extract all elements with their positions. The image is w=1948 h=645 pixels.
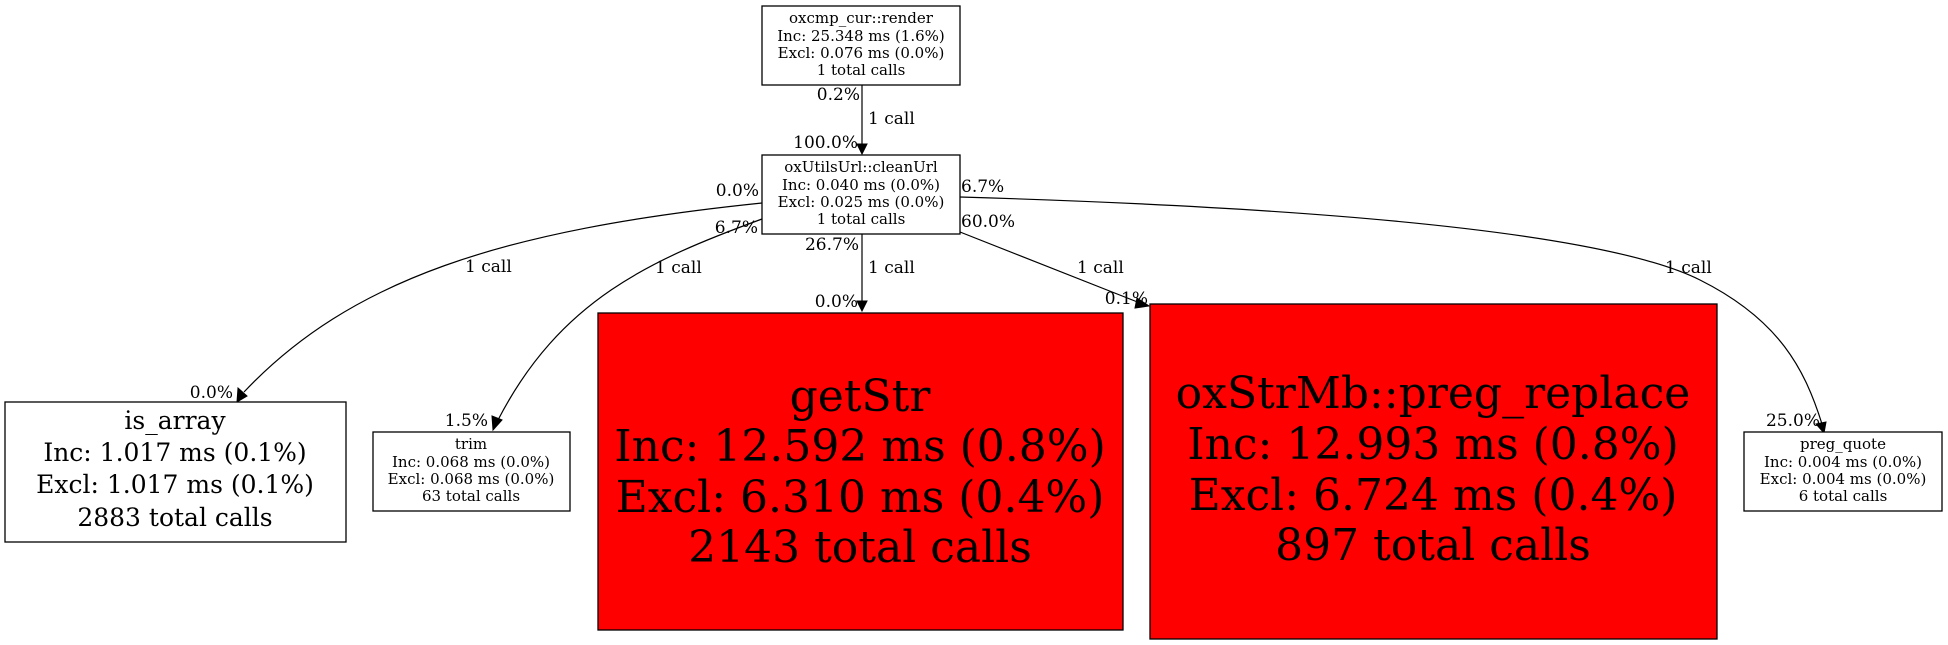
edge-tail-label: 26.7% bbox=[805, 235, 859, 255]
edge-call-label: 1 call bbox=[868, 109, 915, 129]
node-oxstrmb-preg-replace[interactable]: oxStrMb::preg_replace Inc: 12.993 ms (0.… bbox=[1149, 303, 1718, 640]
edge-call-label: 1 call bbox=[465, 257, 512, 277]
node-calls: 63 total calls bbox=[422, 487, 520, 505]
edge-render-cleanurl: 0.2% 1 call 100.0% bbox=[793, 85, 915, 156]
node-title: getStr bbox=[790, 371, 932, 422]
edge-head-label: 1.5% bbox=[445, 411, 488, 431]
node-title: preg_quote bbox=[1800, 435, 1886, 453]
node-calls: 1 total calls bbox=[817, 210, 906, 228]
node-excl: Excl: 6.724 ms (0.4%) bbox=[1189, 470, 1678, 521]
node-getstr[interactable]: getStr Inc: 12.592 ms (0.8%) Excl: 6.310… bbox=[597, 312, 1124, 631]
node-calls: 897 total calls bbox=[1275, 520, 1591, 571]
node-inc: Inc: 1.017 ms (0.1%) bbox=[43, 438, 306, 467]
edge-head-label: 0.0% bbox=[815, 292, 858, 312]
edge-cleanurl-preg-quote: 6.7% 1 call 25.0% bbox=[959, 177, 1827, 435]
edge-call-label: 1 call bbox=[1665, 258, 1712, 278]
edge-tail-label: 60.0% bbox=[961, 212, 1015, 232]
node-calls: 6 total calls bbox=[1799, 487, 1888, 505]
node-inc: Inc: 12.592 ms (0.8%) bbox=[614, 421, 1106, 472]
node-inc: Inc: 12.993 ms (0.8%) bbox=[1187, 419, 1679, 470]
edge-call-label: 1 call bbox=[868, 258, 915, 278]
edge-tail-label: 0.2% bbox=[817, 85, 860, 105]
edge-cleanurl-is-array: 0.0% 1 call 0.0% bbox=[190, 181, 763, 403]
node-title: oxUtilsUrl::cleanUrl bbox=[784, 158, 938, 176]
node-excl: Excl: 0.076 ms (0.0%) bbox=[778, 44, 945, 62]
node-inc: Inc: 25.348 ms (1.6%) bbox=[777, 27, 945, 45]
edge-call-label: 1 call bbox=[1077, 258, 1124, 278]
edge-head-label: 25.0% bbox=[1766, 411, 1820, 431]
node-calls: 2143 total calls bbox=[688, 522, 1032, 573]
node-preg-quote[interactable]: preg_quote Inc: 0.004 ms (0.0%) Excl: 0.… bbox=[1743, 431, 1943, 512]
node-inc: Inc: 0.040 ms (0.0%) bbox=[782, 176, 940, 194]
node-title: oxcmp_cur::render bbox=[789, 9, 934, 27]
node-excl: Excl: 1.017 ms (0.1%) bbox=[36, 470, 314, 499]
node-is-array[interactable]: is_array Inc: 1.017 ms (0.1%) Excl: 1.01… bbox=[4, 401, 347, 543]
node-excl: Excl: 0.068 ms (0.0%) bbox=[388, 470, 555, 488]
node-inc: Inc: 0.068 ms (0.0%) bbox=[392, 453, 550, 471]
node-calls: 1 total calls bbox=[817, 61, 906, 79]
node-oxutilsurl-cleanurl[interactable]: oxUtilsUrl::cleanUrl Inc: 0.040 ms (0.0%… bbox=[761, 154, 961, 235]
node-calls: 2883 total calls bbox=[77, 503, 272, 532]
node-oxcmp-cur-render[interactable]: oxcmp_cur::render Inc: 25.348 ms (1.6%) … bbox=[761, 5, 961, 86]
node-inc: Inc: 0.004 ms (0.0%) bbox=[1764, 453, 1922, 471]
edge-head-label: 0.1% bbox=[1105, 289, 1148, 309]
node-title: is_array bbox=[124, 406, 226, 435]
edge-cleanurl-trim: 6.7% 1 call 1.5% bbox=[445, 218, 763, 432]
edge-head-label: 0.0% bbox=[190, 383, 233, 403]
edge-tail-label: 6.7% bbox=[715, 218, 758, 238]
node-title: oxStrMb::preg_replace bbox=[1176, 368, 1691, 419]
edge-cleanurl-getstr: 26.7% 1 call 0.0% bbox=[805, 229, 915, 313]
node-title: trim bbox=[455, 435, 487, 453]
edge-cleanurl-preg-replace: 60.0% 1 call 0.1% bbox=[959, 212, 1151, 309]
node-excl: Excl: 0.004 ms (0.0%) bbox=[1760, 470, 1927, 488]
edge-tail-label: 6.7% bbox=[961, 177, 1004, 197]
edge-call-label: 1 call bbox=[655, 258, 702, 278]
node-excl: Excl: 0.025 ms (0.0%) bbox=[778, 193, 945, 211]
edge-head-label: 100.0% bbox=[793, 133, 858, 153]
node-trim[interactable]: trim Inc: 0.068 ms (0.0%) Excl: 0.068 ms… bbox=[372, 431, 571, 512]
node-excl: Excl: 6.310 ms (0.4%) bbox=[616, 472, 1105, 523]
edge-tail-label: 0.0% bbox=[716, 181, 759, 201]
